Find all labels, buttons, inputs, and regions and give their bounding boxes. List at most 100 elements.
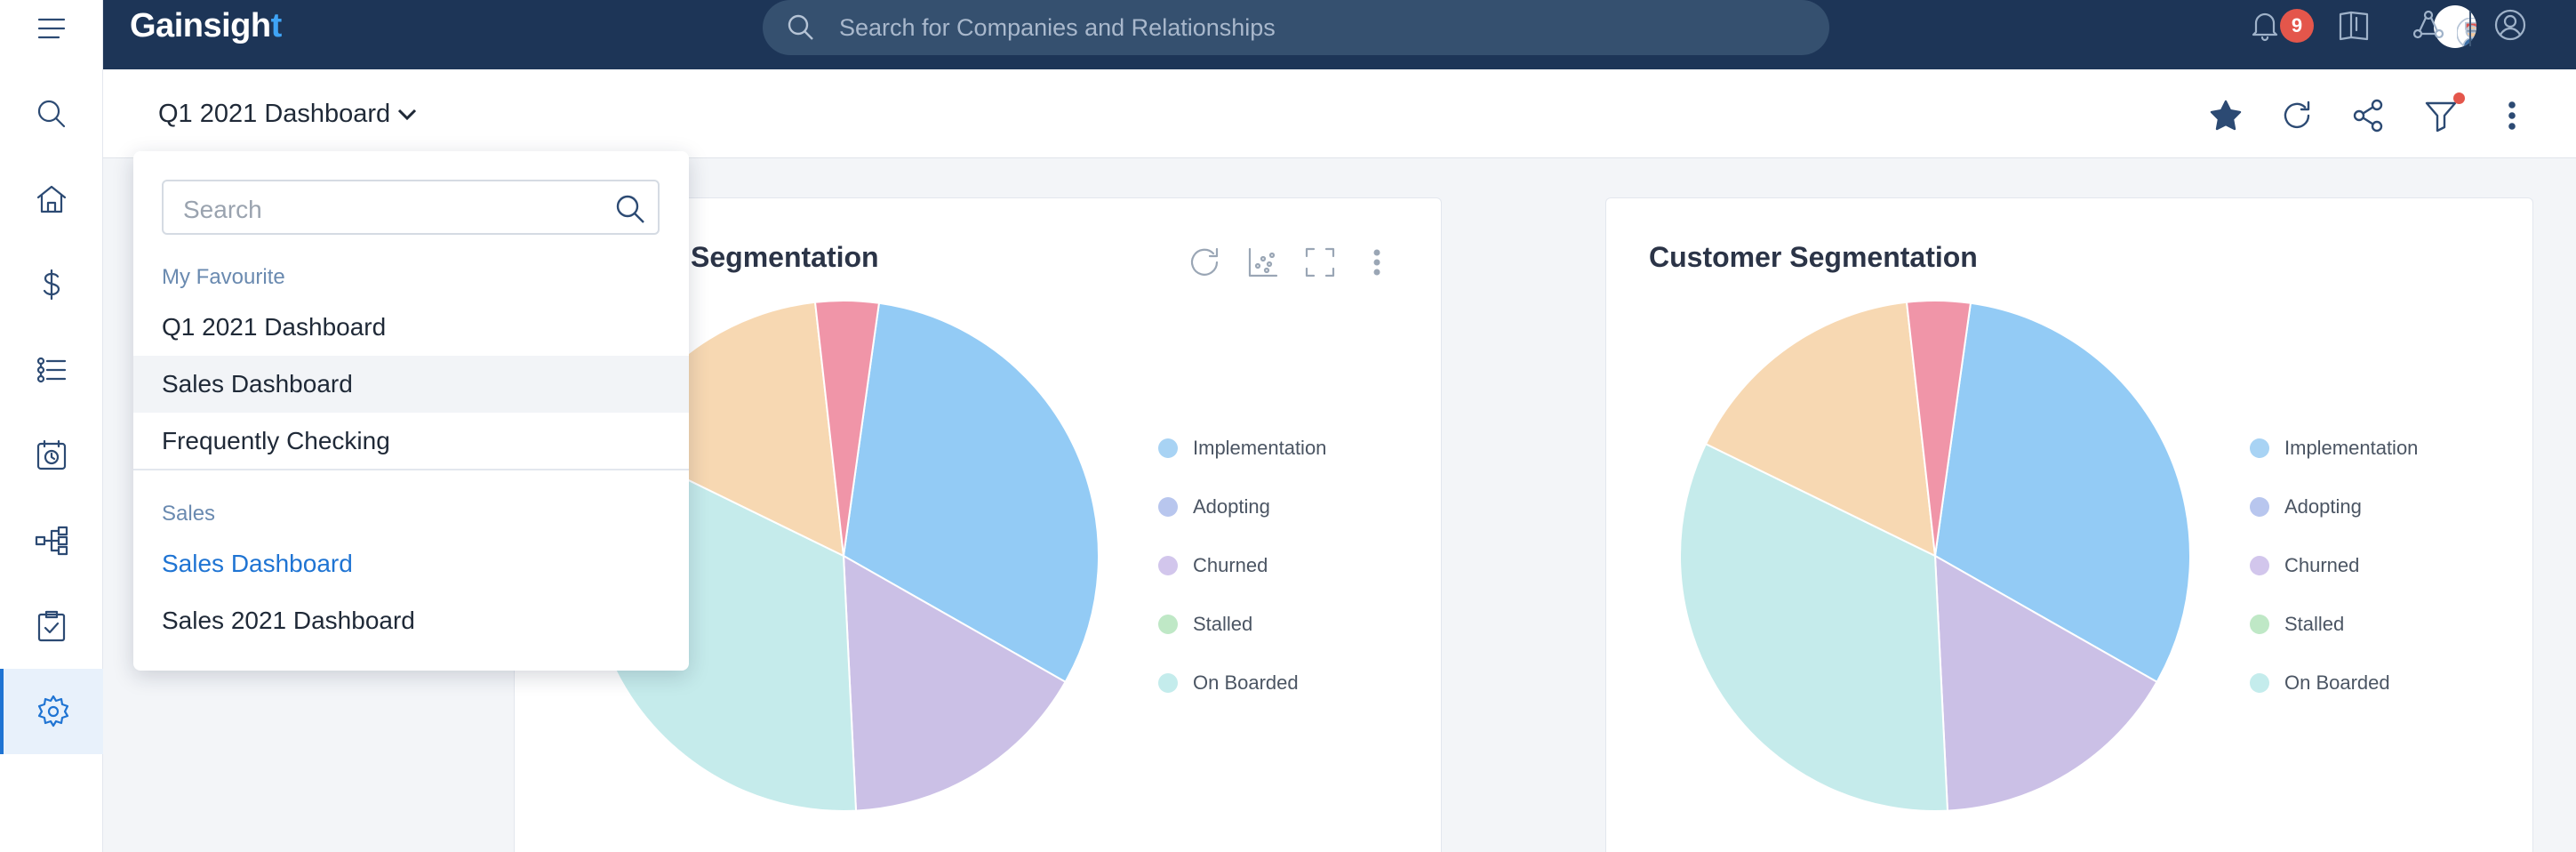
logo-text: Gainsigh [130, 7, 271, 44]
refresh-icon [1190, 247, 1219, 276]
legend-swatch [1158, 497, 1178, 517]
community-button[interactable] [2411, 7, 2446, 50]
star-icon [2210, 100, 2242, 131]
left-navigation-rail [0, 0, 103, 852]
dropdown-item[interactable]: Frequently Checking [162, 427, 390, 454]
legend-label: Implementation [1193, 437, 1327, 459]
dropdown-item[interactable]: Sales 2021 Dashboard [162, 607, 415, 634]
legend-label: Churned [1193, 554, 1268, 576]
search-icon [788, 14, 813, 40]
bell-icon [2252, 12, 2278, 42]
nav-home[interactable] [0, 157, 103, 242]
timeline-list-icon [36, 357, 67, 383]
book-icon [2339, 11, 2369, 41]
legend-swatch [1158, 556, 1178, 575]
nav-tasks[interactable] [0, 583, 103, 669]
top-navigation-bar: Gainsight Search for Companies and Relat… [103, 0, 2576, 69]
dropdown-item[interactable]: Q1 2021 Dashboard [162, 313, 387, 341]
pie-slice[interactable] [813, 300, 881, 557]
legend-item[interactable]: Churned [2250, 554, 2418, 613]
calendar-clock-icon [36, 439, 67, 470]
nav-journey[interactable] [0, 498, 103, 583]
logo-text-accent: t [270, 7, 283, 44]
nav-administration[interactable] [0, 669, 103, 754]
pie-slice[interactable] [1679, 442, 1949, 812]
legend-label: Adopting [1193, 495, 1270, 518]
legend-label: Stalled [1193, 613, 1253, 635]
filter-icon [2425, 101, 2457, 133]
global-search-placeholder: Search for Companies and Relationships [839, 14, 1276, 41]
scatter-chart-icon [1248, 247, 1278, 277]
legend-label: Stalled [2284, 613, 2345, 635]
card-chart-type-button[interactable] [1245, 245, 1281, 285]
legend-swatch [1158, 438, 1178, 458]
legend-label: Adopting [2284, 495, 2362, 518]
pie-slice[interactable] [842, 301, 1100, 684]
share-icon [2353, 99, 2383, 133]
notifications-button[interactable] [2247, 7, 2283, 50]
pie-slice[interactable] [1704, 301, 1937, 558]
legend-item[interactable]: On Boarded [1158, 671, 1326, 730]
kebab-menu-icon [1373, 249, 1380, 276]
legend-swatch [2250, 438, 2269, 458]
gear-icon [37, 695, 69, 727]
pie-slice[interactable] [1905, 300, 1972, 557]
more-options-button[interactable] [2491, 94, 2533, 137]
card-expand-button[interactable] [1302, 245, 1338, 285]
dropdown-item[interactable]: Sales Dashboard [133, 356, 689, 413]
search-icon [37, 100, 66, 128]
group-label-sales: Sales [162, 502, 216, 526]
dashboard-search-placeholder: Search [183, 196, 262, 223]
legend-item[interactable]: Adopting [2250, 495, 2418, 554]
menu-icon [37, 18, 66, 39]
legend-swatch [2250, 673, 2269, 693]
pie-slice[interactable] [1933, 554, 2158, 812]
user-profile-button[interactable] [2492, 7, 2528, 50]
resource-center-button[interactable] [2336, 7, 2372, 50]
legend-swatch [2250, 615, 2269, 634]
task-check-icon [37, 610, 66, 642]
legend-item[interactable]: Implementation [2250, 437, 2418, 495]
legend-swatch [1158, 673, 1178, 693]
legend-item[interactable]: Churned [1158, 554, 1326, 613]
nav-timeline[interactable] [0, 327, 103, 413]
gainsight-logo[interactable]: Gainsight [130, 7, 283, 44]
pie-slice[interactable] [1933, 301, 2191, 684]
dashboard-search-input[interactable]: Search [162, 180, 660, 235]
legend-swatch [2250, 497, 2269, 517]
user-circle-icon [2494, 9, 2526, 41]
share-button[interactable] [2347, 94, 2389, 137]
chevron-down-icon[interactable] [393, 100, 421, 128]
menu-button[interactable] [0, 0, 103, 71]
network-icon [2412, 10, 2444, 39]
group-label-favourite: My Favourite [162, 265, 285, 289]
nav-schedule[interactable] [0, 413, 103, 498]
dashboard-selector[interactable]: Q1 2021 Dashboard [158, 100, 391, 128]
legend-item[interactable]: Stalled [1158, 613, 1326, 671]
filter-button[interactable] [2420, 94, 2462, 137]
legend-swatch [1158, 615, 1178, 634]
pie-slice[interactable] [842, 554, 1067, 812]
legend-label: On Boarded [2284, 671, 2390, 694]
avatar-illustration [2457, 18, 2476, 48]
legend-item[interactable]: Stalled [2250, 613, 2418, 671]
topbar-divider [2469, 11, 2471, 46]
legend-label: Implementation [2284, 437, 2419, 459]
card-more-button[interactable] [1359, 245, 1395, 285]
legend-item[interactable]: Implementation [1158, 437, 1326, 495]
dashboard-dropdown-menu: Search My Favourite Q1 2021 Dashboard Sa… [133, 151, 689, 671]
card-refresh-button[interactable] [1187, 245, 1222, 285]
legend-item[interactable]: On Boarded [2250, 671, 2418, 730]
legend-label: On Boarded [1193, 671, 1299, 694]
search-icon [616, 195, 644, 223]
dropdown-item[interactable]: Sales Dashboard [162, 550, 353, 577]
legend-item[interactable]: Adopting [1158, 495, 1326, 554]
nav-search[interactable] [0, 71, 103, 157]
global-search-input[interactable]: Search for Companies and Relationships [763, 0, 2476, 55]
refresh-button[interactable] [2276, 94, 2318, 137]
kebab-menu-icon [2508, 101, 2516, 130]
dollar-icon [43, 269, 60, 301]
chart-legend: Implementation Adopting Churned Stalled … [2250, 437, 2418, 730]
nav-revenue[interactable] [0, 242, 103, 327]
favourite-button[interactable] [2204, 94, 2247, 137]
